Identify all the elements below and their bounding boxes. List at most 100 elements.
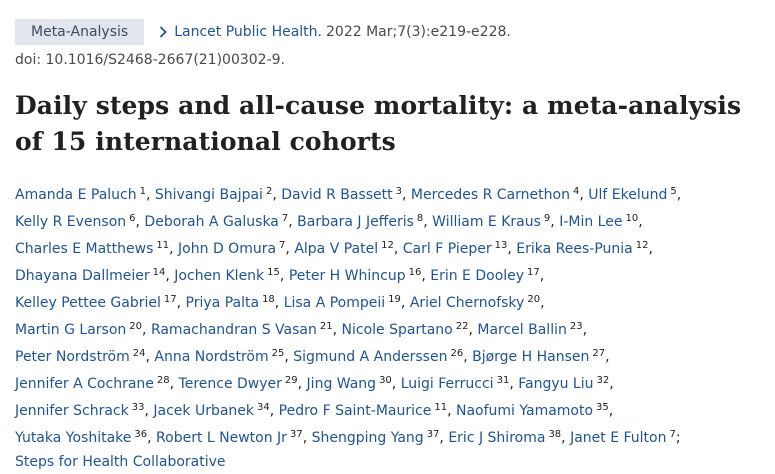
affiliation-marker[interactable]: 36 (134, 429, 148, 440)
author-link[interactable]: Peter Nordström (15, 349, 130, 365)
author-link[interactable]: Martin G Larson (15, 322, 127, 338)
affiliation-marker[interactable]: 5 (670, 186, 677, 197)
author-link[interactable]: Ulf Ekelund (588, 187, 668, 203)
affiliation-marker[interactable]: 7 (281, 213, 289, 224)
affiliation-marker[interactable]: 6 (129, 213, 136, 224)
affiliation-marker[interactable]: 17 (163, 294, 177, 305)
author-separator: , (284, 349, 294, 365)
author-link[interactable]: Naofumi Yamamoto (455, 403, 594, 419)
author-link[interactable]: Jennifer Schrack (15, 403, 129, 419)
author-link[interactable]: Erin E Dooley (430, 268, 525, 284)
journal-link[interactable]: Lancet Public Health. (174, 24, 322, 40)
affiliation-marker[interactable]: 20 (129, 321, 143, 332)
author-link[interactable]: Lisa A Pompeii (283, 295, 386, 311)
author-link[interactable]: Amanda E Paluch (15, 187, 137, 203)
author-link[interactable]: David R Bassett (281, 187, 393, 203)
affiliation-marker[interactable]: 23 (569, 321, 583, 332)
affiliation-marker[interactable]: 11 (434, 402, 448, 413)
collaborative-link[interactable]: Steps for Health Collaborative (15, 454, 226, 470)
affiliation-marker[interactable]: 33 (131, 402, 145, 413)
publication-type-badge[interactable]: Meta-Analysis (15, 19, 145, 45)
author-link[interactable]: Deborah A Galuska (144, 214, 279, 230)
affiliation-marker[interactable]: 13 (494, 240, 508, 251)
author-link[interactable]: Shengping Yang (311, 430, 424, 446)
affiliation-marker[interactable]: 26 (450, 348, 464, 359)
affiliation-marker[interactable]: 30 (379, 375, 392, 386)
affiliation-marker[interactable]: 12 (381, 240, 394, 251)
affiliation-marker[interactable]: 7 (669, 429, 676, 440)
affiliation-marker[interactable]: 16 (408, 267, 422, 278)
author-separator: , (274, 295, 284, 311)
author-link[interactable]: Shivangi Bajpai (154, 187, 263, 203)
author-link[interactable]: Dhayana Dallmeier (15, 268, 150, 284)
affiliation-marker[interactable]: 19 (388, 294, 401, 305)
affiliation-marker[interactable]: 7 (279, 240, 286, 251)
affiliation-marker[interactable]: 27 (592, 348, 606, 359)
author-link[interactable]: Barbara J Jefferis (297, 214, 414, 230)
affiliation-marker[interactable]: 31 (496, 375, 510, 386)
author-link[interactable]: William E Kraus (432, 214, 541, 230)
author-link[interactable]: Peter H Whincup (288, 268, 406, 284)
author-link[interactable]: Fangyu Liu (518, 376, 594, 392)
author-link[interactable]: Alpa V Patel (294, 241, 379, 257)
author-link[interactable]: Kelly R Evenson (15, 214, 127, 230)
affiliation-marker[interactable]: 32 (596, 375, 610, 386)
author-link[interactable]: Marcel Ballin (477, 322, 567, 338)
author-link[interactable]: John D Omura (178, 241, 277, 257)
author-link[interactable]: Yutaka Yoshitake (15, 430, 132, 446)
affiliation-marker[interactable]: 11 (156, 240, 170, 251)
affiliation-marker[interactable]: 24 (132, 348, 146, 359)
affiliation-marker[interactable]: 38 (548, 429, 562, 440)
author-link[interactable]: Sigmund A Anderssen (293, 349, 448, 365)
author-link[interactable]: Erika Rees-Punia (516, 241, 633, 257)
author-link[interactable]: Jing Wang (306, 376, 377, 392)
author-link[interactable]: Ramachandran S Vasan (150, 322, 317, 338)
affiliation-marker[interactable]: 4 (572, 186, 580, 197)
affiliation-marker[interactable]: 14 (152, 267, 166, 278)
journal-citation: Lancet Public Health. 2022 Mar;7(3):e219… (156, 24, 511, 40)
author-link[interactable]: Jennifer A Cochrane (15, 376, 154, 392)
author-link[interactable]: Carl F Pieper (402, 241, 492, 257)
affiliation-marker[interactable]: 25 (271, 348, 285, 359)
author-separator: , (332, 322, 342, 338)
author-link[interactable]: Jochen Klenk (174, 268, 265, 284)
author-link[interactable]: Priya Palta (185, 295, 260, 311)
affiliation-marker[interactable]: 1 (139, 186, 146, 197)
author-link[interactable]: Luigi Ferrucci (400, 376, 494, 392)
author-link[interactable]: Janet E Fulton (570, 430, 667, 446)
author-link[interactable]: Anna Nordström (154, 349, 269, 365)
author-link[interactable]: Kelley Pettee Gabriel (15, 295, 161, 311)
affiliation-marker[interactable]: 22 (455, 321, 469, 332)
author-link[interactable]: Eric J Shiroma (448, 430, 546, 446)
affiliation-marker[interactable]: 8 (416, 213, 424, 224)
affiliation-marker[interactable]: 9 (543, 213, 551, 224)
author-link[interactable]: Robert L Newton Jr (156, 430, 287, 446)
affiliation-marker[interactable]: 35 (596, 402, 609, 413)
affiliation-marker[interactable]: 21 (319, 321, 333, 332)
affiliation-marker[interactable]: 37 (426, 429, 440, 440)
author-link[interactable]: Charles E Matthews (15, 241, 154, 257)
affiliation-marker[interactable]: 37 (289, 429, 303, 440)
author-link[interactable]: Ariel Chernofsky (409, 295, 525, 311)
affiliation-marker[interactable]: 2 (265, 186, 273, 197)
affiliation-marker[interactable]: 15 (267, 267, 280, 278)
affiliation-marker[interactable]: 10 (625, 213, 639, 224)
affiliation-marker[interactable]: 17 (527, 267, 540, 278)
affiliation-marker[interactable]: 28 (156, 375, 170, 386)
article-title: Daily steps and all-cause mortality: a m… (15, 91, 742, 156)
author-separator: , (540, 295, 545, 311)
affiliation-marker[interactable]: 34 (257, 402, 270, 413)
author-link[interactable]: Bjørge H Hansen (472, 349, 590, 365)
author-link[interactable]: Nicole Spartano (341, 322, 453, 338)
affiliation-marker[interactable]: 12 (635, 240, 649, 251)
author-separator: , (135, 214, 145, 230)
affiliation-marker[interactable]: 29 (284, 375, 298, 386)
author-link[interactable]: Pedro F Saint-Maurice (278, 403, 432, 419)
affiliation-marker[interactable]: 18 (262, 294, 275, 305)
author-link[interactable]: Terence Dwyer (178, 376, 282, 392)
author-link[interactable]: Mercedes R Carnethon (410, 187, 570, 203)
author-link[interactable]: Jacek Urbanek (153, 403, 255, 419)
affiliation-marker[interactable]: 3 (395, 186, 403, 197)
author-link[interactable]: I-Min Lee (559, 214, 623, 230)
affiliation-marker[interactable]: 20 (527, 294, 541, 305)
